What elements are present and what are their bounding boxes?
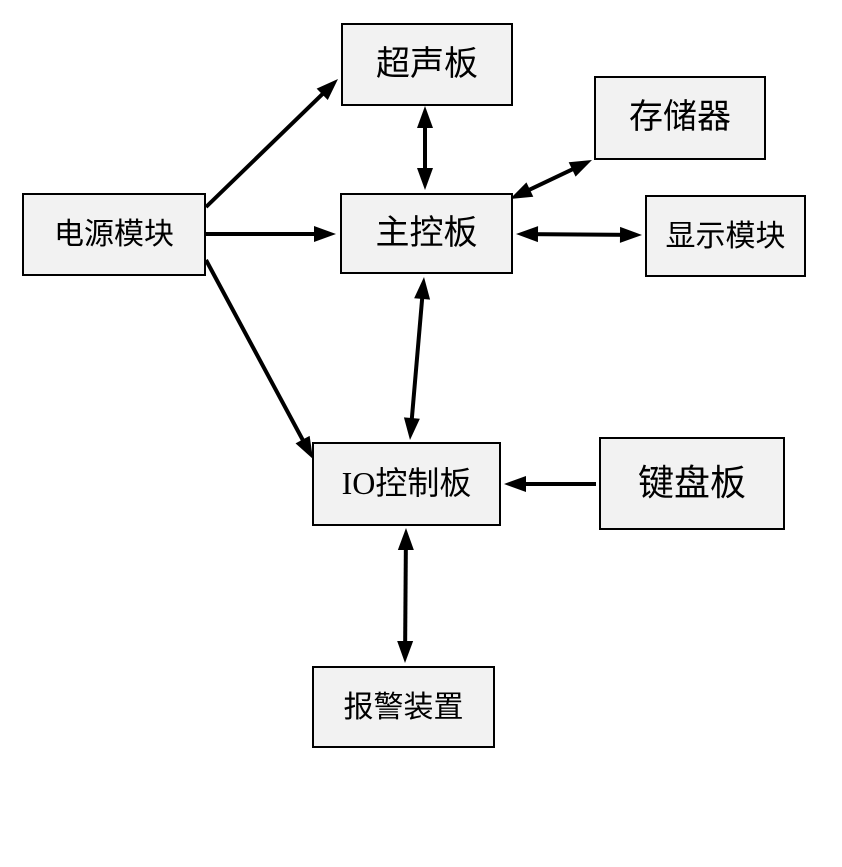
node-label: 键盘板: [638, 464, 746, 504]
node-memory: 存储器: [594, 76, 766, 160]
node-label: 存储器: [629, 99, 731, 136]
node-label: 超声板: [376, 46, 478, 83]
node-power: 电源模块: [22, 193, 206, 276]
node-display: 显示模块: [645, 195, 806, 277]
node-main: 主控板: [340, 193, 513, 274]
node-io: IO控制板: [312, 442, 501, 526]
node-label: 主控板: [376, 215, 478, 252]
node-keyboard: 键盘板: [599, 437, 785, 530]
node-label: 电源模块: [54, 218, 174, 251]
diagram-canvas: 超声板 存储器 电源模块 主控板 显示模块 IO控制板 键盘板 报警装置: [0, 0, 842, 867]
node-alarm: 报警装置: [312, 666, 495, 748]
node-ultrasound: 超声板: [341, 23, 513, 106]
node-label: IO控制板: [342, 466, 472, 501]
node-label: 报警装置: [344, 691, 464, 724]
node-label: 显示模块: [666, 220, 786, 253]
